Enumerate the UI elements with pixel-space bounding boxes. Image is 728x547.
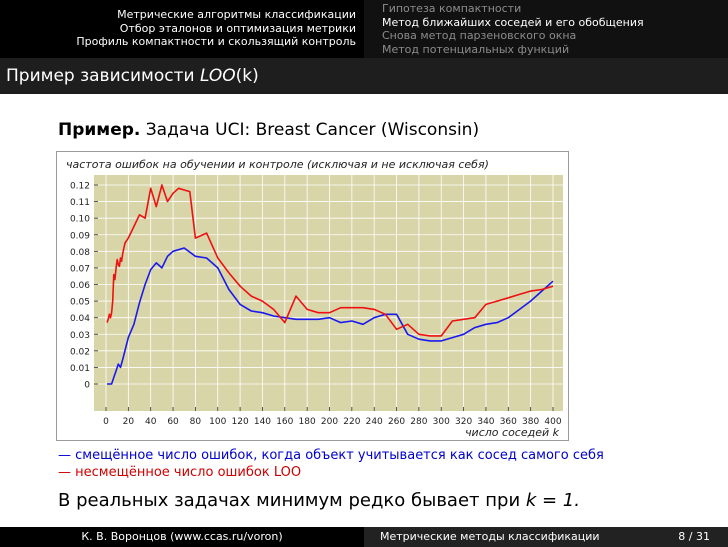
- frame-title-text: Пример зависимости: [6, 66, 200, 86]
- example-keyword: Пример.: [58, 120, 141, 140]
- y-tick-label: 0.03: [70, 331, 90, 341]
- x-tick-label: 340: [477, 417, 494, 427]
- nav-sections: Метрические алгоритмы классификации Отбо…: [0, 0, 364, 58]
- x-tick-label: 180: [299, 417, 316, 427]
- frame-title-math: LOO: [199, 66, 236, 86]
- example-line: Пример. Задача UCI: Breast Cancer (Wisco…: [58, 120, 479, 140]
- y-tick-label: 0.05: [70, 298, 90, 308]
- nav-subsection-potential-functions[interactable]: Метод потенциальных функций: [382, 42, 570, 56]
- x-tick-label: 280: [410, 417, 427, 427]
- nav-subsection-compactness-hypothesis[interactable]: Гипотеза компактности: [382, 2, 522, 15]
- x-tick-label: 60: [167, 417, 179, 427]
- example-text: Задача UCI: Breast Cancer (Wisconsin): [140, 120, 480, 140]
- y-tick-label: 0.10: [70, 215, 90, 225]
- series-lines: [106, 184, 554, 385]
- x-tick-label: 260: [388, 417, 405, 427]
- x-tick-label: 40: [145, 417, 157, 427]
- x-tick-label: 0: [103, 417, 109, 427]
- y-tick-label: 0.01: [70, 364, 90, 374]
- frame-title: Пример зависимости LOO(k): [0, 58, 728, 94]
- y-tick-label: 0.12: [70, 182, 90, 192]
- chart-title: частота ошибок на обучении и контроле (и…: [66, 158, 489, 171]
- footer-course: Метрические методы классификации: [380, 530, 600, 543]
- x-tick-label: 300: [433, 417, 450, 427]
- legend-red-note: — несмещённое число ошибок LOO: [58, 465, 302, 480]
- y-tick-label: 0.08: [70, 248, 90, 258]
- nav-section-prototype-selection[interactable]: Отбор эталонов и оптимизация метрики: [119, 21, 356, 35]
- x-tick-label: 380: [522, 417, 539, 427]
- x-tick-label: 200: [321, 417, 338, 427]
- loo-chart: 0 0.01 0.02 0.03 0.04 0.05 0.06 0.07 0.08 0.09 0.1…: [56, 151, 569, 441]
- x-axis-ticks: 0 20 40 60 80 100 120 140 160 180 200 220 240 260 280 3…: [103, 407, 562, 427]
- y-tick-label: 0.09: [70, 231, 90, 241]
- y-axis-ticks: 0 0.01 0.02 0.03 0.04 0.05 0.06 0.07 0.08 0.09 0.1…: [70, 182, 98, 391]
- plot-area: [94, 175, 563, 411]
- x-axis-label: число соседей k: [465, 426, 560, 439]
- footer-author: К. В. Воронцов (www.ccas.ru/voron): [0, 527, 364, 547]
- x-tick-label: 400: [544, 417, 561, 427]
- y-tick-label: 0.04: [70, 314, 90, 324]
- y-tick-label: 0.11: [70, 198, 90, 208]
- nav-section-metric-algorithms[interactable]: Метрические алгоритмы классификации: [117, 8, 356, 21]
- legend-blue-note: — смещённое число ошибок, когда объект у…: [58, 448, 604, 463]
- series-line-blue: [107, 247, 554, 385]
- chart-svg: 0 0.01 0.02 0.03 0.04 0.05 0.06 0.07 0.08 0.09 0.1…: [56, 151, 569, 441]
- x-tick-label: 160: [276, 417, 293, 427]
- nav-subsections: Гипотеза компактности Метод ближайших со…: [364, 0, 728, 58]
- y-tick-label: 0.02: [70, 347, 90, 357]
- x-tick-label: 120: [232, 417, 249, 427]
- y-tick-label: 0.07: [70, 264, 90, 274]
- x-tick-label: 100: [209, 417, 226, 427]
- nav-section-compactness-profile[interactable]: Профиль компактности и скользящий контро…: [76, 35, 356, 48]
- series-line-red: [106, 184, 554, 337]
- nav-subsection-parzen-window[interactable]: Снова метод парзеновского окна: [382, 29, 577, 42]
- x-tick-label: 220: [343, 417, 360, 427]
- nav-subsection-nearest-neighbors[interactable]: Метод ближайших соседей и его обобщения: [382, 15, 644, 29]
- top-navigation: Метрические алгоритмы классификации Отбо…: [0, 0, 728, 58]
- x-tick-label: 320: [455, 417, 472, 427]
- footer: К. В. Воронцов (www.ccas.ru/voron) Метри…: [0, 527, 728, 547]
- footer-page-number: 8 / 31: [678, 530, 710, 543]
- x-tick-label: 140: [254, 417, 271, 427]
- x-tick-label: 360: [500, 417, 517, 427]
- y-tick-label: 0: [84, 381, 90, 391]
- footer-right: Метрические методы классификации 8 / 31: [364, 527, 728, 547]
- x-tick-label: 240: [366, 417, 383, 427]
- y-tick-label: 0.06: [70, 281, 90, 291]
- x-tick-label: 20: [123, 417, 135, 427]
- frame-title-arg: (k): [235, 66, 259, 86]
- x-tick-label: 80: [190, 417, 202, 427]
- legend-notes: — смещённое число ошибок, когда объект у…: [58, 447, 604, 481]
- conclusion-text: В реальных задачах минимум редко бывает …: [58, 490, 526, 511]
- conclusion-math: k = 1.: [525, 490, 580, 511]
- conclusion-line: В реальных задачах минимум редко бывает …: [58, 490, 580, 511]
